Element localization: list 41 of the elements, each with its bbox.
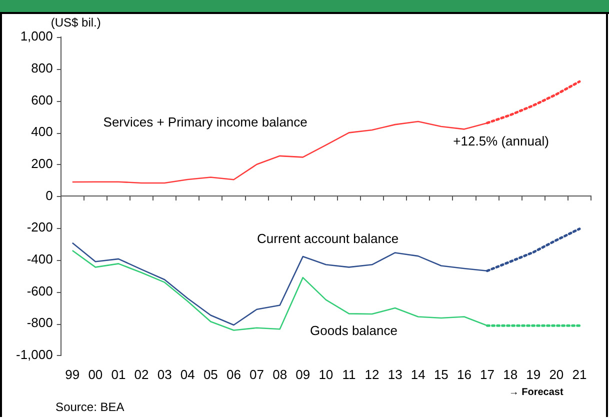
x-tick-label: 06 [226,366,241,382]
series-label: Current account balance [257,230,399,246]
text: → Forecast [508,386,564,398]
x-tick-label: 08 [272,366,288,382]
y-tick-label: 1,000 [20,28,53,44]
x-tick-label: 14 [410,366,426,382]
y-axis-title: (US$ bil.) [50,15,101,30]
x-tick-label: 00 [88,366,103,382]
y-tick-label: 0 [46,188,53,203]
x-tick-label: 99 [65,366,80,382]
series-label: Goods balance [310,323,398,338]
y-tick-label: 200 [31,156,53,171]
x-tick-label: 21 [572,366,587,382]
x-tick-label: 19 [526,366,541,382]
x-tick-label: 17 [480,366,495,382]
x-tick-label: 07 [250,366,264,382]
x-tick-label: 03 [157,366,172,382]
x-tick-label: 20 [549,366,564,382]
x-tick-label: 01 [111,366,126,382]
y-tick-label: -1,000 [16,346,53,362]
y-tick-label: 400 [31,124,53,140]
y-tick-label: 600 [31,92,53,108]
source-note: Source: BEA [56,400,124,414]
x-tick-label: 13 [388,366,402,382]
x-tick-label: 05 [203,366,218,382]
x-tick-label: 12 [364,366,380,382]
x-tick-label: 15 [434,366,448,382]
x-tick-label: 10 [318,366,334,382]
x-tick-label: 02 [134,366,149,382]
y-tick-label: 800 [31,60,53,76]
annotation: +12.5% (annual) [453,134,549,149]
y-tick-label: -800 [26,315,53,330]
x-tick-label: 11 [342,366,356,382]
y-tick-label: -600 [26,283,53,298]
y-tick-label: -400 [26,251,53,266]
x-tick-label: 16 [456,366,472,382]
y-tick-label: -200 [26,220,53,235]
x-tick-label: 04 [180,366,195,382]
x-tick-label: 09 [296,366,310,382]
series-label: Services + Primary income balance [103,114,308,130]
x-tick-label: 18 [503,366,518,382]
